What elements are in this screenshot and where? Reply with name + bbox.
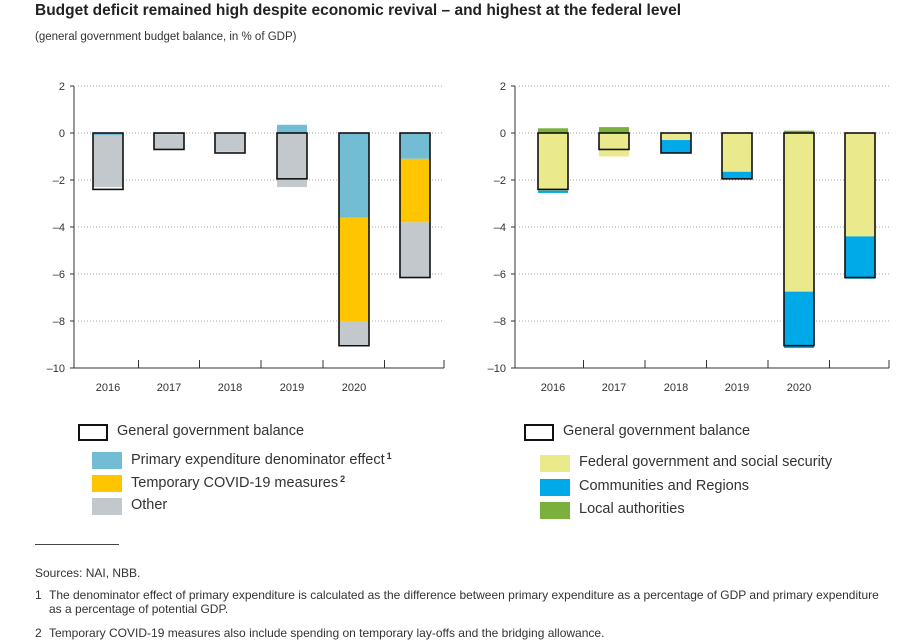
bar-segment: [722, 171, 752, 179]
bar-segment: [784, 130, 814, 133]
footnote-2-number: 2: [35, 626, 42, 640]
footnote-2: 2 Temporary COVID-19 measures also inclu…: [35, 626, 885, 640]
y-tick-label: 0: [59, 128, 65, 140]
x-tick-label: 2016: [96, 382, 120, 394]
y-tick-label: –6: [494, 269, 506, 281]
bar-segment: [784, 291, 814, 349]
x-tick-label: 2017: [602, 382, 626, 394]
legend-swatch-covid: [92, 475, 122, 492]
y-tick-label: –10: [47, 363, 65, 375]
bar-segment: [784, 133, 814, 292]
bar-segment: [722, 133, 752, 172]
x-tick-label: 2016: [541, 382, 565, 394]
legend-label-other: Other: [131, 497, 168, 513]
balance-outline: [214, 132, 246, 154]
balance-outline: [338, 132, 370, 347]
bar-segment: [661, 140, 691, 153]
balance-outline: [721, 132, 753, 180]
y-tick-label: –6: [53, 269, 65, 281]
sources-note: Sources: NAI, NBB.: [35, 566, 141, 580]
bar-segment: [93, 133, 123, 136]
x-tick-label: 2017: [157, 382, 181, 394]
legend-swatch-communities: [540, 479, 570, 496]
y-tick-label: 2: [500, 81, 506, 93]
bar-segment: [599, 133, 629, 157]
balance-outline: [844, 132, 876, 279]
y-tick-label: 2: [59, 81, 65, 93]
y-tick-label: –10: [488, 363, 506, 375]
legend-label-local: Local authorities: [579, 501, 685, 517]
y-tick-label: –2: [53, 175, 65, 187]
footnote-divider: [35, 544, 119, 545]
legend-label-covid: Temporary COVID-19 measures 2: [131, 474, 346, 491]
bar-segment: [845, 133, 875, 237]
legend-swatch-denominator: [92, 452, 122, 469]
y-tick-label: –4: [494, 222, 506, 234]
x-tick-label: 2019: [280, 382, 304, 394]
balance-outline: [783, 132, 815, 347]
legend-label-balance-right: General government balance: [563, 423, 751, 439]
bar-segment: [339, 133, 369, 218]
legend-label-communities: Communities and Regions: [579, 478, 750, 494]
footnote-1-number: 1: [35, 588, 42, 602]
bar-segment: [599, 127, 629, 133]
footnote-1-text: The denominator effect of primary expend…: [49, 588, 879, 616]
bar-segment: [538, 190, 568, 193]
y-tick-label: –8: [494, 316, 506, 328]
y-tick-label: –2: [494, 175, 506, 187]
bar-segment: [538, 128, 568, 133]
footnotes: Sources: NAI, NBB. 1 The denominator eff…: [35, 566, 885, 640]
balance-outline: [276, 132, 308, 180]
legend-swatch-balance-right: [524, 424, 554, 441]
bar-segment: [339, 217, 369, 321]
chart-right: 2 0 –2 –4 –6 –8 –10 2016 2017 2018 2019 2020: [488, 81, 890, 394]
x-tick-label: 2018: [664, 382, 688, 394]
bar-segment: [93, 135, 123, 188]
legend-swatch-local: [540, 502, 570, 519]
balance-outline: [537, 132, 569, 191]
legend-label-balance: General government balance: [117, 423, 305, 439]
x-tick-label: 2020: [787, 382, 811, 394]
chart-subtitle: (general government budget balance, in %…: [35, 31, 297, 43]
balance-outline: [153, 132, 185, 151]
legend-swatch-federal: [540, 455, 570, 472]
legend-swatch-balance: [78, 424, 108, 441]
chart-title: Budget deficit remained high despite eco…: [35, 2, 682, 19]
bar-segment: [400, 158, 430, 223]
legend-label-federal: Federal government and social security: [579, 454, 833, 470]
balance-outline: [598, 132, 630, 151]
x-tick-label: 2018: [218, 382, 242, 394]
balance-outline: [92, 132, 124, 191]
balance-outline: [660, 132, 692, 154]
bar-segment: [215, 133, 245, 152]
bar-segment: [661, 133, 691, 141]
bar-segment: [154, 134, 184, 150]
y-tick-label: –4: [53, 222, 65, 234]
legend-label-denominator: Primary expenditure denominator effect 1: [131, 451, 392, 468]
balance-outline: [399, 132, 431, 279]
bar-segment: [339, 321, 369, 345]
footnote-2-text: Temporary COVID-19 measures also include…: [49, 626, 605, 640]
bar-segment: [400, 133, 430, 159]
y-tick-label: –8: [53, 316, 65, 328]
chart-left: 2 0 –2 –4 –6 –8 –10 2016 2017 2018 2019 2020: [47, 81, 445, 394]
legend-swatch-other: [92, 498, 122, 515]
bar-segment: [538, 133, 568, 191]
y-tick-label: 0: [500, 128, 506, 140]
x-tick-label: 2019: [725, 382, 749, 394]
bar-segment: [845, 236, 875, 279]
footnote-1: 1 The denominator effect of primary expe…: [35, 588, 885, 616]
bar-segment: [400, 222, 430, 278]
bar-segment: [277, 124, 307, 133]
x-tick-label: 2020: [342, 382, 366, 394]
